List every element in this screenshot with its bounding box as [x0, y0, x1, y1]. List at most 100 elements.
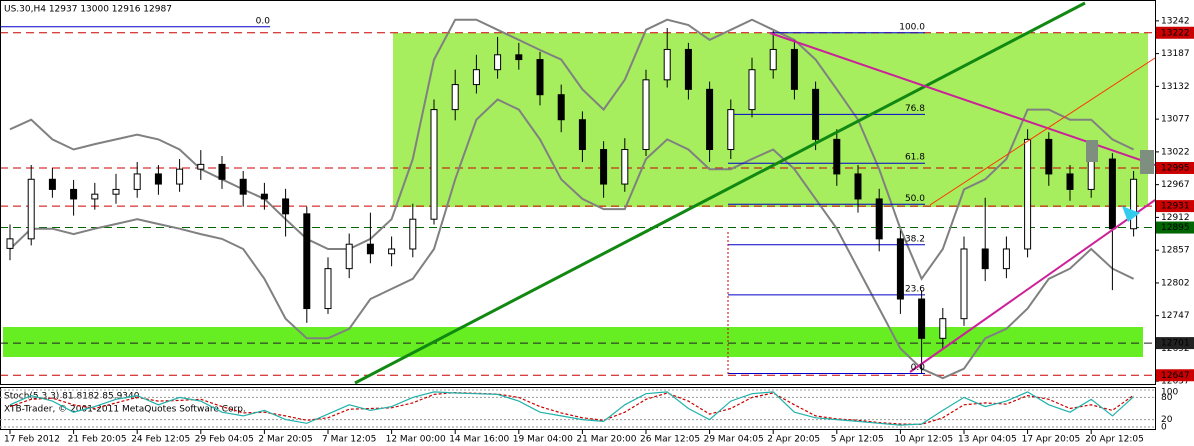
- candle-body: [981, 248, 989, 270]
- candle-body: [303, 213, 311, 310]
- trend-line: [909, 199, 1156, 373]
- bollinger-band: [9, 98, 1135, 380]
- candle-body: [494, 54, 502, 71]
- fib-label: 38.2: [905, 234, 925, 244]
- x-tick-label: 29 Feb 04:05: [195, 435, 254, 445]
- candle-body: [918, 298, 926, 339]
- candle-body: [557, 94, 565, 121]
- x-tick-label: 10 Apr 12:05: [894, 435, 953, 445]
- x-tick-label: 17 Apr 20:05: [1022, 435, 1081, 445]
- candle-body: [769, 48, 777, 71]
- candle-body: [790, 48, 798, 90]
- x-tick-label: 14 Mar 16:00: [449, 435, 509, 445]
- candle-body: [112, 188, 120, 195]
- candle-body: [70, 188, 78, 200]
- x-tick-label: 29 Mar 04:05: [704, 435, 764, 445]
- candle-body: [663, 48, 671, 81]
- level-box: [1156, 161, 1194, 174]
- x-tick-label: 5 Apr 12:05: [831, 435, 884, 445]
- price-frame: [0, 0, 1156, 385]
- candle-body: [197, 163, 205, 170]
- candle-body: [812, 88, 820, 140]
- x-tick-label: 2 Mar 20:05: [258, 435, 312, 445]
- y-tick-label: 12747: [1161, 311, 1190, 321]
- copyright: XTB-Trader, © 2001-2011 MetaQuotes Softw…: [4, 405, 246, 415]
- candle-body: [451, 84, 459, 111]
- candle-body: [896, 238, 904, 300]
- marker: [1140, 150, 1154, 174]
- level-box: [1156, 221, 1194, 234]
- x-tick-label: 26 Mar 12:05: [640, 435, 700, 445]
- stoch-tick-label: 20: [1161, 415, 1173, 425]
- stoch-tick-label: 0: [1161, 423, 1167, 433]
- level-label: 12895: [1161, 223, 1190, 233]
- candle-body: [684, 48, 692, 90]
- bollinger-band: [9, 18, 1135, 281]
- candle-body: [875, 198, 883, 240]
- fib-label: 23.6: [905, 284, 925, 294]
- trend-lines: [354, 1, 1156, 385]
- channel-line: [929, 57, 1156, 206]
- fib-label: 76.8: [905, 104, 925, 114]
- plot: [0, 18, 1155, 380]
- y-tick-label: 12912: [1161, 213, 1190, 223]
- candle-body: [939, 318, 947, 339]
- candle-body: [154, 173, 162, 185]
- y-tick-label: 12802: [1161, 278, 1190, 288]
- stoch-frame: [0, 387, 1156, 430]
- level-box: [1156, 26, 1194, 39]
- candle-body: [1108, 158, 1116, 230]
- stoch-tick-label: 100: [1161, 388, 1178, 398]
- candle-body: [388, 248, 396, 255]
- x-tick-label: 21 Feb 20:05: [68, 435, 127, 445]
- y-tick-label: 13022: [1161, 147, 1190, 157]
- x-tick-label: 17 Feb 2012: [4, 435, 60, 445]
- level-box: [1156, 337, 1194, 350]
- fib-label: 61.8: [905, 153, 925, 163]
- y-tick-label: 12637: [1161, 377, 1190, 387]
- candle-body: [1066, 173, 1074, 190]
- y-tick-label: 13077: [1161, 115, 1190, 125]
- candle-body: [1130, 178, 1138, 230]
- marker: [1122, 206, 1140, 222]
- level-label: 12701: [1161, 339, 1190, 349]
- candle-body: [642, 79, 650, 151]
- candle-body: [706, 88, 714, 151]
- candle-body: [600, 149, 608, 185]
- level-label: 13222: [1161, 28, 1190, 38]
- candle-body: [324, 268, 332, 310]
- x-tick-label: 19 Mar 04:00: [513, 435, 573, 445]
- candle-body: [133, 173, 141, 190]
- y-tick-label: 13187: [1161, 49, 1190, 59]
- demand-zone: [3, 327, 1143, 357]
- symbol-header: US.30,H4 12937 13000 12916 12987: [4, 5, 172, 15]
- x-tick-label: 21 Mar 20:00: [576, 435, 636, 445]
- x-tick-label: 2 Apr 20:05: [767, 435, 820, 445]
- level-label: 12995: [1161, 163, 1190, 173]
- candle-body: [27, 178, 35, 240]
- candle-body: [578, 119, 586, 151]
- y-tick-label: 12857: [1161, 246, 1190, 256]
- candle-body: [727, 109, 735, 151]
- candle-body: [621, 149, 629, 185]
- fib-label: 0.0: [911, 363, 926, 373]
- candle-body: [1087, 158, 1095, 190]
- candle-body: [536, 59, 544, 96]
- level-label: 12647: [1161, 371, 1190, 381]
- candle-body: [239, 178, 247, 195]
- candle-body: [1024, 138, 1032, 250]
- candle-body: [472, 69, 480, 86]
- x-tick-label: 13 Apr 04:05: [958, 435, 1017, 445]
- x-tick-label: 12 Mar 00:00: [386, 435, 446, 445]
- candle-body: [176, 168, 184, 185]
- candle-body: [1002, 248, 1010, 270]
- y-tick-label: 13132: [1161, 82, 1190, 92]
- candle-body: [515, 54, 523, 61]
- candle-body: [282, 198, 290, 215]
- candle-body: [854, 173, 862, 200]
- x-tick-label: 20 Apr 12:05: [1085, 435, 1144, 445]
- candle-body: [430, 109, 438, 220]
- fib-label: 50.0: [905, 194, 925, 204]
- x-tick-label: 24 Feb 12:05: [131, 435, 190, 445]
